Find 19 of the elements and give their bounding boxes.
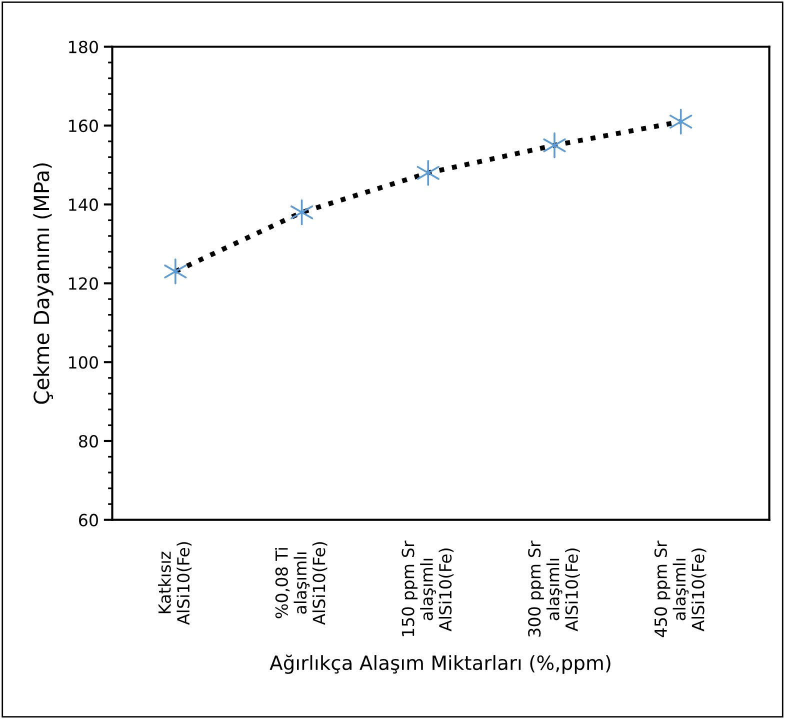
y-tick-label: 160 bbox=[69, 120, 98, 132]
x-tick-label: 300 ppm Sr alaşımlı AlSi10(Fe) bbox=[528, 540, 580, 637]
x-tick-label: Katkısız AlSi10(Fe) bbox=[158, 542, 192, 625]
x-tick-label: 150 ppm Sr alaşımlı AlSi10(Fe) bbox=[402, 540, 454, 636]
point bbox=[543, 132, 566, 158]
y-tick-label: 120 bbox=[69, 277, 98, 290]
x-tick-label: %0,08 Ti alaşımlı AlSi10(Fe) bbox=[275, 542, 328, 625]
point bbox=[416, 160, 440, 186]
x-tick-label: 450 ppm Sr alaşımlı AlSi10(Fe) bbox=[654, 540, 706, 638]
point bbox=[164, 258, 187, 284]
y-axis-title: Çekme Dayanımı (MPa) bbox=[33, 163, 54, 404]
point bbox=[290, 199, 314, 226]
y-tick-label: 180 bbox=[69, 40, 98, 54]
x-axis-title: Ağırlıkça Alaşım Miktarları (%,ppm) bbox=[270, 654, 610, 674]
point bbox=[670, 108, 692, 135]
y-tick-label: 140 bbox=[69, 198, 98, 212]
y-tick-label: 80 bbox=[78, 434, 98, 448]
y-tick-label: 60 bbox=[79, 514, 98, 526]
y-tick-label: 100 bbox=[69, 356, 98, 369]
